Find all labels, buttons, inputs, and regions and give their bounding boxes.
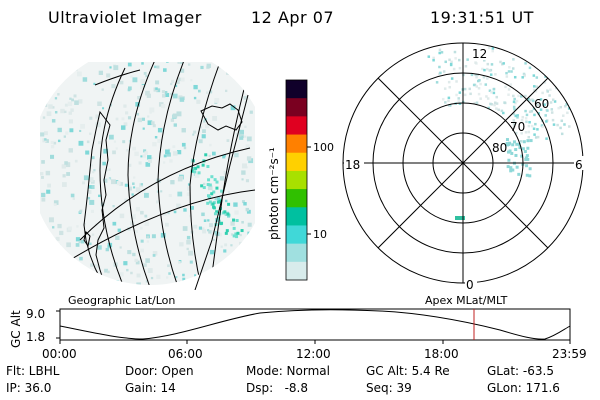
colorbar-segment xyxy=(286,116,307,136)
colorbar-segment xyxy=(286,80,307,99)
colorbar-segment xyxy=(286,225,307,245)
colorbar-segment xyxy=(286,207,307,226)
colorbar-unit-label: photon cm⁻²s⁻¹ xyxy=(267,147,281,240)
status-seq: Seq: 39 xyxy=(366,381,412,395)
mlat-label-70: 70 xyxy=(510,120,525,134)
status-gc-alt: GC Alt: 5.4 Re xyxy=(366,364,450,378)
polar-emission xyxy=(427,45,571,220)
coast-islands xyxy=(200,103,243,131)
status-flight: Flt: LBHL xyxy=(6,364,60,378)
date-label: 12 Apr 07 xyxy=(251,8,335,27)
altitude-axis-title: GC Alt xyxy=(9,310,23,348)
instrument-title: Ultraviolet Imager xyxy=(48,8,202,27)
lon-line-4 xyxy=(189,62,221,285)
altitude-xtick-0: 00:00 xyxy=(42,347,77,361)
mlt-label-12: 12 xyxy=(472,47,487,61)
lon-line-1 xyxy=(99,67,126,285)
polar-diagonal-2 xyxy=(377,77,549,249)
mlt-label-18: 18 xyxy=(345,158,360,172)
mlt-label-6: 6 xyxy=(575,158,583,172)
colorbar-segment xyxy=(286,189,307,208)
colorbar-segment xyxy=(286,261,307,281)
mlat-label-60: 60 xyxy=(534,97,549,111)
altitude-xtick-1: 06:00 xyxy=(168,347,203,361)
limb-line xyxy=(194,94,249,290)
colorbar: 100 10 photon cm⁻²s⁻¹ xyxy=(267,79,334,281)
colorbar-segment xyxy=(286,170,307,190)
altitude-frame xyxy=(59,308,571,341)
lon-line-3 xyxy=(157,62,186,285)
altitude-ytick-low: 1.8 xyxy=(26,330,45,344)
altitude-xtick-2: 12:00 xyxy=(296,347,331,361)
geographic-map xyxy=(40,62,255,290)
status-ip: IP: 36.0 xyxy=(6,381,52,395)
colorbar-segment xyxy=(286,152,307,172)
status-door: Door: Open xyxy=(125,364,194,378)
colorbar-segment xyxy=(286,243,307,263)
altitude-xtick-4: 23:59 xyxy=(552,347,587,361)
status-mode: Mode: Normal xyxy=(246,364,330,378)
mlat-label-80: 80 xyxy=(492,141,507,155)
coast-small xyxy=(83,231,91,248)
status-glat: GLat: -63.5 xyxy=(487,364,554,378)
altitude-xtick-3: 18:00 xyxy=(424,347,459,361)
altitude-ytick-high: 9.0 xyxy=(26,307,45,321)
colorbar-tick-100-label: 100 xyxy=(313,141,334,154)
lat-line-1 xyxy=(79,147,251,241)
altitude-curve xyxy=(59,309,571,340)
polar-plot: 12 18 6 0 60 70 80 xyxy=(342,42,586,292)
coastline xyxy=(83,103,243,285)
lon-line-2 xyxy=(127,62,156,285)
altitude-plot: 9.0 1.8 GC Alt 00:00 06:00 12:00 18:00 2… xyxy=(9,307,587,361)
mlt-label-0: 0 xyxy=(466,278,474,292)
polar-label: Apex MLat/MLT xyxy=(425,294,508,307)
lat-line-2 xyxy=(69,189,255,261)
status-dsp: Dsp: -8.8 xyxy=(246,381,309,395)
colorbar-tick-10-label: 10 xyxy=(313,228,327,241)
colorbar-segment xyxy=(286,134,307,154)
status-gain: Gain: 14 xyxy=(125,381,176,395)
coast-south-america xyxy=(83,110,111,285)
colorbar-segment xyxy=(286,98,307,117)
map-label: Geographic Lat/Lon xyxy=(68,294,175,307)
status-glon: GLon: 171.6 xyxy=(487,381,560,395)
colorbar-frame xyxy=(285,79,308,281)
time-label: 19:31:51 UT xyxy=(430,8,534,27)
lat-line-3 xyxy=(94,69,141,86)
map-background xyxy=(40,62,255,285)
